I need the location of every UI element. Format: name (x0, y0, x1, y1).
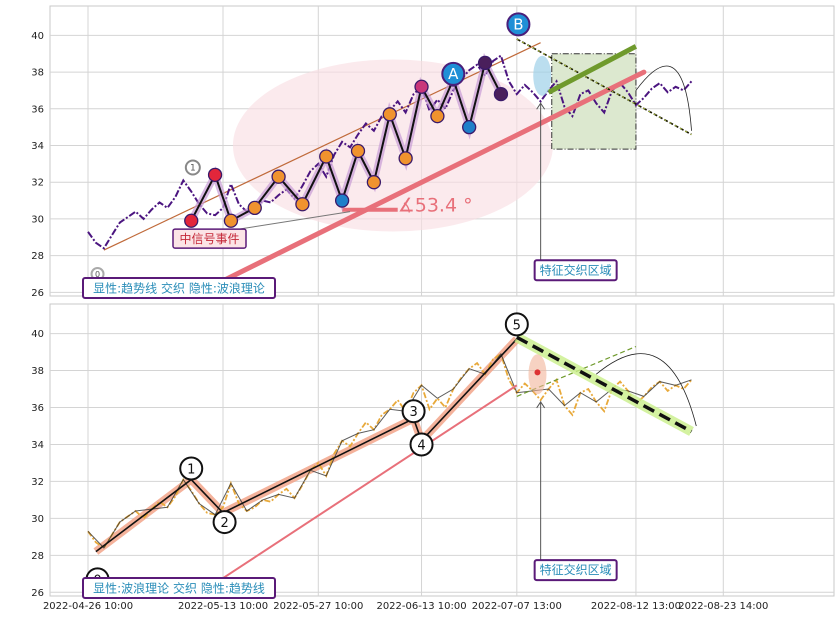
green-forecast-line (547, 44, 638, 95)
forecast-line (515, 335, 693, 434)
wave-point-marker (462, 119, 477, 135)
wave-path (95, 338, 518, 553)
trend-line (204, 69, 647, 292)
y-tick-label: 34 (31, 440, 44, 451)
feature-label: 特征交织区域 (540, 262, 612, 277)
y-tick-label: 30 (31, 214, 44, 225)
wave-point-marker (184, 213, 199, 228)
y-tick-label: 26 (31, 588, 44, 599)
trend-line (206, 384, 518, 590)
highlight-ellipse (232, 59, 553, 232)
y-tick-label: 32 (31, 178, 44, 189)
wave-point-marker (295, 197, 310, 212)
annotation-box (82, 277, 276, 299)
feature-label-box (533, 259, 618, 282)
x-tick-label: 2022-08-23 14:00 (678, 601, 768, 612)
vertical-arrow (536, 101, 546, 271)
y-tick-label: 28 (31, 551, 44, 562)
wave-point-marker (366, 175, 382, 190)
annotation-label: 显性:趋势线 交织 隐性:波浪理论 (93, 281, 265, 296)
y-tick-label: 32 (31, 477, 44, 488)
signal-label-box (172, 228, 247, 249)
wave-point-marker (493, 86, 509, 102)
feature-label-box (533, 559, 618, 582)
forecast-line (516, 38, 692, 136)
wave-b-circle-label: B (513, 16, 523, 34)
x-axis-labels: 2022-04-26 10:00 2022-05-13 10:00 2022-05-… (43, 601, 768, 612)
signal-label: 中信号事件 (179, 231, 239, 246)
angle-label: ∡53.4 ° (398, 195, 473, 217)
wave-number-circle (504, 312, 529, 337)
wave-number-circle (401, 399, 426, 424)
wave-point-marker (430, 108, 445, 124)
y-tick-label: 26 (31, 288, 44, 299)
glow-ellipse (533, 55, 552, 96)
wave-point-marker (414, 79, 429, 94)
y-tick-label: 36 (31, 104, 44, 115)
plot-frame (49, 303, 835, 597)
x-tick-label: 2022-08-12 13:00 (591, 601, 681, 612)
wave-a-circle (441, 61, 466, 86)
wave-number-label: 2 (220, 516, 228, 531)
wave-b-circle (506, 12, 531, 37)
y-tick-label: 34 (31, 141, 44, 152)
y-tick-label: 38 (31, 366, 44, 377)
annotation-label: 显性:波浪理论 交织 隐性:趋势线 (93, 581, 265, 596)
price-zigzag (87, 352, 692, 549)
forecast-arc (595, 353, 697, 427)
wave-1-circle (184, 159, 201, 176)
y-tick-label: 30 (31, 514, 44, 525)
wave-number-label: 3 (409, 405, 417, 420)
wave-1-circle-label: 1 (190, 164, 196, 174)
wave-number-circle (179, 456, 204, 481)
wave-point-marker (271, 169, 286, 184)
wave-point-marker (398, 151, 413, 166)
wave-number-label: 4 (417, 438, 425, 453)
wave-a-circle-label: A (448, 65, 459, 83)
wave-point-marker (247, 200, 262, 216)
x-tick-label: 2022-07-07 13:00 (472, 601, 562, 612)
x-tick-label: 2022-06-13 10:00 (376, 601, 466, 612)
wave-point-marker (334, 193, 350, 208)
signal-arrow (234, 211, 351, 231)
top-panel: 26 28 30 32 34 36 38 40 ∡53.4 ° A B 1 0 特征交织区域显性:趋势线 … (31, 5, 835, 299)
wave-point-marker (477, 55, 493, 71)
upper-channel-line (103, 42, 541, 251)
wave-point-marker (207, 167, 223, 183)
wave-number-circle (409, 432, 434, 457)
wave-number-label: 1 (187, 462, 195, 477)
forecast-arc (635, 65, 692, 131)
wave-point-marker (382, 107, 397, 122)
x-tick-label: 2022-04-26 10:00 (43, 601, 133, 612)
bottom-panel: 2628303234363840012345特征交织区域显性:波浪理论 交织 隐… (31, 303, 835, 599)
wave-point-marker (319, 149, 334, 164)
x-tick-label: 2022-05-27 10:00 (273, 601, 363, 612)
y-tick-label: 28 (31, 251, 44, 262)
feature-label: 特征交织区域 (540, 562, 612, 577)
y-tick-label: 40 (31, 329, 44, 340)
wave-number-label: 5 (513, 318, 521, 333)
glow-center (534, 369, 541, 376)
vertical-arrow (536, 400, 546, 571)
wave-number-circle (212, 510, 237, 535)
y-tick-label: 40 (31, 31, 44, 42)
annotation-box (82, 577, 276, 599)
x-tick-label: 2022-05-13 10:00 (178, 601, 268, 612)
wave-point-marker (350, 143, 366, 159)
y-tick-label: 38 (31, 68, 44, 79)
wave-point-marker (223, 213, 239, 228)
wave-0-circle-label: 0 (95, 270, 100, 279)
y-tick-label: 36 (31, 403, 44, 414)
